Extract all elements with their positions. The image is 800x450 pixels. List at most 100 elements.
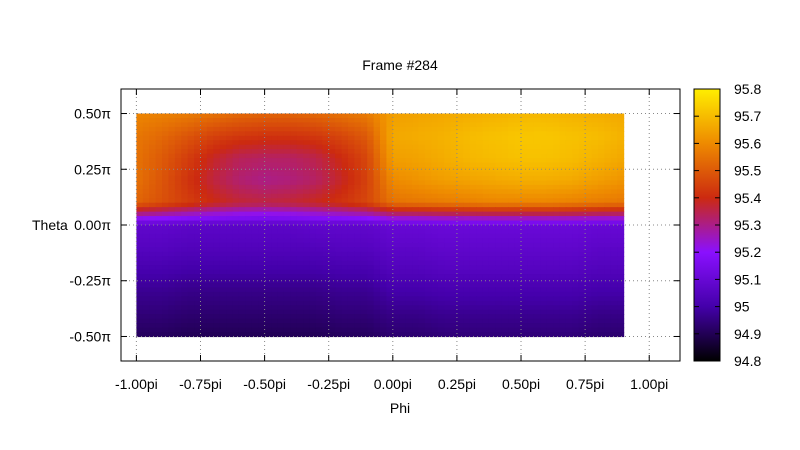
heatmap-cell — [572, 144, 580, 150]
heatmap-cell — [514, 158, 522, 164]
heatmap-cell — [367, 135, 375, 141]
heatmap-cell — [546, 238, 554, 244]
heatmap-cell — [495, 184, 503, 190]
heatmap-cell — [508, 225, 516, 231]
heatmap-cell — [508, 291, 516, 297]
heatmap-cell — [341, 309, 349, 315]
heatmap-cell — [604, 131, 612, 137]
heatmap-cell — [238, 332, 246, 338]
heatmap-cell — [488, 220, 496, 226]
heatmap-cell — [251, 327, 259, 333]
heatmap-cell — [450, 126, 458, 132]
heatmap-cell — [347, 167, 355, 173]
heatmap-cell — [181, 265, 189, 271]
heatmap-cell — [354, 233, 362, 239]
heatmap-cell — [540, 287, 548, 293]
heatmap-cell — [187, 291, 195, 297]
heatmap-cell — [328, 113, 336, 119]
heatmap-cell — [424, 184, 432, 190]
heatmap-cell — [597, 318, 605, 324]
heatmap-cell — [232, 211, 240, 217]
heatmap-cell — [572, 233, 580, 239]
heatmap-cell — [418, 323, 426, 329]
heatmap-cell — [168, 274, 176, 280]
heatmap-cell — [174, 122, 182, 128]
heatmap-cell — [501, 247, 509, 253]
heatmap-cell — [194, 211, 202, 217]
heatmap-cell — [508, 184, 516, 190]
heatmap-cell — [264, 122, 272, 128]
heatmap-cell — [546, 278, 554, 284]
heatmap-cell — [572, 314, 580, 320]
heatmap-cell — [367, 229, 375, 235]
heatmap-cell — [559, 225, 567, 231]
heatmap-cell — [399, 278, 407, 284]
heatmap-cell — [194, 256, 202, 262]
heatmap-cell — [424, 207, 432, 213]
heatmap-cell — [354, 287, 362, 293]
heatmap-cell — [379, 149, 387, 155]
heatmap-cell — [392, 251, 400, 257]
heatmap-cell — [328, 122, 336, 128]
heatmap-cell — [341, 229, 349, 235]
heatmap-cell — [149, 323, 157, 329]
heatmap-cell — [431, 265, 439, 271]
heatmap-cell — [585, 158, 593, 164]
heatmap-cell — [251, 291, 259, 297]
heatmap-cell — [572, 131, 580, 137]
heatmap-cell — [309, 247, 317, 253]
heatmap-cell — [392, 278, 400, 284]
heatmap-cell — [392, 144, 400, 150]
heatmap-cell — [181, 175, 189, 182]
heatmap-cell — [572, 238, 580, 244]
heatmap-cell — [617, 225, 625, 231]
heatmap-cell — [162, 175, 170, 182]
heatmap-cell — [142, 117, 150, 124]
heatmap-cell — [136, 153, 144, 159]
heatmap-cell — [405, 274, 413, 280]
heatmap-cell — [155, 171, 163, 177]
heatmap-cell — [565, 327, 573, 333]
heatmap-cell — [379, 122, 387, 128]
heatmap-cell — [251, 158, 259, 164]
heatmap-cell — [412, 309, 420, 315]
heatmap-cell — [476, 175, 484, 182]
heatmap-cell — [271, 332, 279, 338]
heatmap-cell — [540, 175, 548, 182]
heatmap-cell — [283, 202, 291, 208]
heatmap-cell — [322, 207, 330, 213]
heatmap-cell — [553, 149, 561, 155]
heatmap-cell — [238, 256, 246, 262]
heatmap-cell — [245, 140, 253, 146]
heatmap-cell — [347, 113, 355, 119]
heatmap-cell — [495, 287, 503, 293]
heatmap-cell — [309, 117, 317, 124]
heatmap-cell — [386, 287, 394, 293]
heatmap-cell — [405, 113, 413, 119]
heatmap-cell — [200, 126, 208, 132]
heatmap-cell — [501, 131, 509, 137]
heatmap-cell — [290, 282, 298, 289]
heatmap-cell — [431, 314, 439, 320]
heatmap-cell — [213, 269, 221, 275]
heatmap-cell — [591, 256, 599, 262]
heatmap-cell — [565, 247, 573, 253]
heatmap-cell — [322, 153, 330, 159]
heatmap-cell — [527, 153, 535, 159]
heatmap-cell — [258, 117, 266, 124]
heatmap-cell — [232, 135, 240, 141]
heatmap-cell — [412, 265, 420, 271]
heatmap-cell — [617, 291, 625, 297]
heatmap-cell — [450, 229, 458, 235]
heatmap-cell — [610, 327, 618, 333]
heatmap-cell — [290, 162, 298, 168]
heatmap-cell — [335, 233, 343, 239]
heatmap-cell — [399, 149, 407, 155]
heatmap-cell — [463, 247, 471, 253]
heatmap-cell — [501, 229, 509, 235]
heatmap-cell — [168, 305, 176, 311]
heatmap-cell — [617, 242, 625, 248]
heatmap-cell — [200, 113, 208, 119]
heatmap-cell — [533, 216, 541, 222]
heatmap-cell — [264, 314, 272, 320]
